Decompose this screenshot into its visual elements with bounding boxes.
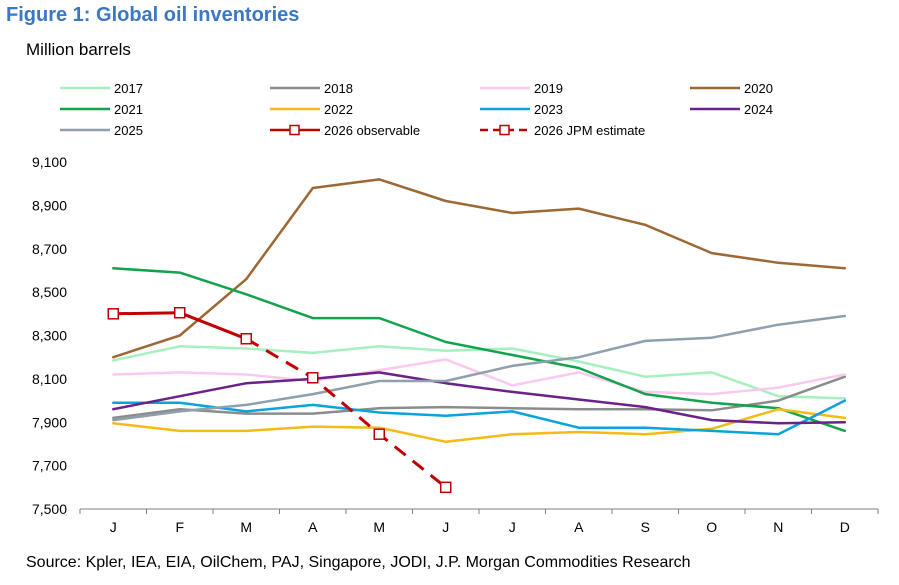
y-tick-label: 8,500	[32, 284, 67, 300]
x-tick-label: D	[840, 519, 850, 535]
legend-marker	[499, 124, 510, 136]
series-2020-line	[112, 178, 847, 359]
series-2021-line	[112, 267, 847, 433]
series-layer	[107, 178, 847, 494]
legend-item-2025: 2025	[60, 123, 143, 138]
x-tick-label: O	[706, 519, 717, 535]
legend-label: 2023	[534, 102, 563, 117]
y-tick-label: 7,500	[32, 501, 67, 517]
legend-marker	[289, 124, 300, 136]
legend-label: 2026 observable	[324, 123, 420, 138]
axes: 7,500 7,700 7,900 8,100 8,300 8,500 8,700 8,900…	[32, 154, 879, 535]
chart-title: Figure 1: Global oil inventories	[6, 4, 300, 26]
legend-label: 2017	[114, 81, 143, 96]
legend-item-2021: 2021	[60, 102, 143, 117]
legend-label: 2020	[744, 81, 773, 96]
y-tick-label: 8,700	[32, 241, 67, 257]
x-tick-label: M	[373, 519, 385, 535]
x-tick-label: S	[641, 519, 650, 535]
series-2025-line	[112, 314, 847, 422]
legend-item-2018: 2018	[270, 81, 353, 96]
series-2026-observable-point	[174, 306, 186, 319]
legend-label: 2026 JPM estimate	[534, 123, 645, 138]
legend-item-2019: 2019	[480, 81, 563, 96]
series-2020	[112, 178, 847, 359]
y-tick-label: 8,100	[32, 371, 67, 387]
y-tick-label: 8,300	[32, 328, 67, 344]
series-2022	[112, 407, 847, 444]
legend: 2017 2018 2019 2020 2021 2022 2023 2024 2025 2026…	[60, 81, 773, 138]
series-2026-observable	[107, 306, 252, 345]
legend-item-2026-jpm-estimate: 2026 JPM estimate	[480, 123, 645, 138]
x-tick-label: J	[442, 519, 449, 535]
series-2024	[112, 371, 847, 425]
series-2026-observable-point	[107, 308, 119, 320]
legend-item-2022: 2022	[270, 102, 353, 117]
series-2024-line	[112, 371, 847, 425]
legend-label: 2018	[324, 81, 353, 96]
y-tick-label: 7,900	[32, 414, 67, 430]
series-2021	[112, 267, 847, 433]
x-tick-label: N	[773, 519, 783, 535]
legend-item-2026-observable: 2026 observable	[270, 123, 420, 138]
x-tick-label: M	[240, 519, 252, 535]
x-tick-label: J	[110, 519, 117, 535]
x-tick-label: F	[175, 519, 184, 535]
series-2025	[112, 314, 847, 422]
series-2026-jpm-estimate	[240, 333, 452, 494]
legend-item-2017: 2017	[60, 81, 143, 96]
legend-label: 2019	[534, 81, 563, 96]
y-tick-label: 8,900	[32, 197, 67, 213]
chart-subtitle: Million barrels	[26, 40, 131, 59]
chart-source: Source: Kpler, IEA, EIA, OilChem, PAJ, S…	[26, 554, 691, 571]
series-2026-jpm-estimate-point	[440, 481, 452, 494]
legend-item-2020: 2020	[690, 81, 773, 96]
x-tick-label: A	[574, 519, 584, 535]
series-2026-jpm-estimate-point	[373, 428, 385, 440]
series-2023-line	[112, 399, 847, 436]
legend-item-2023: 2023	[480, 102, 563, 117]
series-2022-line	[112, 407, 847, 444]
series-2026-jpm-estimate-point	[240, 333, 252, 345]
legend-label: 2021	[114, 102, 143, 117]
legend-label: 2022	[324, 102, 353, 117]
legend-item-2024: 2024	[690, 102, 773, 117]
series-2026-jpm-estimate-line	[245, 337, 447, 489]
x-tick-label: J	[509, 519, 516, 535]
y-tick-label: 7,700	[32, 458, 67, 474]
legend-label: 2024	[744, 102, 773, 117]
series-2026-jpm-estimate-point	[307, 372, 319, 384]
y-tick-label: 9,100	[32, 154, 67, 170]
series-2018-line	[112, 375, 847, 420]
series-2018	[112, 375, 847, 420]
series-2023	[112, 399, 847, 436]
legend-label: 2025	[114, 123, 143, 138]
x-tick-label: A	[308, 519, 318, 535]
